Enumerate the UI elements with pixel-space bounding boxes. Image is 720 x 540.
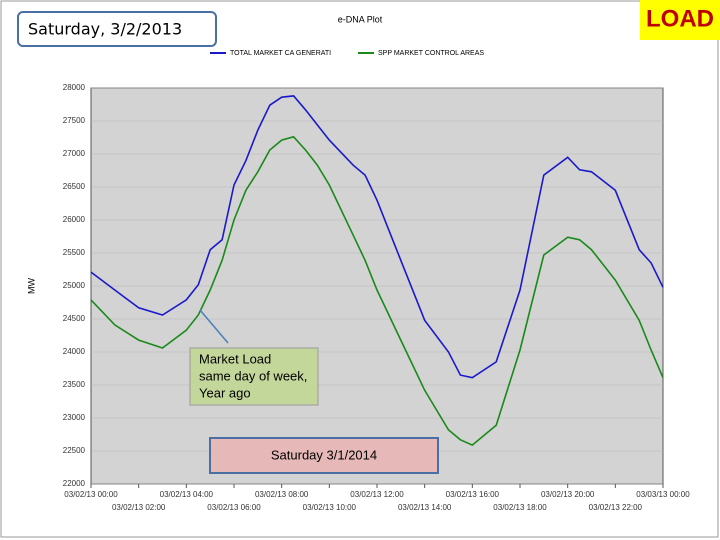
x-tick-label: 03/02/13 10:00: [303, 503, 357, 512]
x-tick-label: 03/02/13 20:00: [541, 490, 595, 499]
badge-box: [640, 0, 720, 40]
compare-label: Saturday 3/1/2014: [271, 447, 377, 462]
x-tick-label: 03/02/13 12:00: [350, 490, 404, 499]
x-tick-label: 03/02/13 22:00: [589, 503, 643, 512]
y-tick-label: 26000: [63, 215, 86, 224]
y-tick-label: 23500: [63, 380, 86, 389]
series-line: [90, 95, 664, 379]
legend-label: TOTAL MARKET CA GENERATI: [230, 50, 331, 57]
badge: LOAD: [646, 5, 714, 32]
date-label: Saturday, 3/2/2013: [28, 20, 182, 39]
x-tick-label: 03/02/13 02:00: [112, 503, 166, 512]
y-tick-label: 22000: [63, 479, 86, 488]
compare-box: [209, 437, 439, 474]
y-tick-label: 25500: [63, 248, 86, 257]
series-line: [90, 135, 664, 447]
y-tick-label: 27500: [63, 116, 86, 125]
y-tick-label: 23000: [63, 413, 86, 422]
y-tick-label: 24000: [63, 347, 86, 356]
x-tick-label: 03/02/13 08:00: [255, 490, 309, 499]
y-tick-label: 28000: [63, 83, 86, 92]
x-tick-label: 03/02/13 16:00: [446, 490, 500, 499]
grid: [90, 87, 664, 488]
x-tick-label: 03/02/13 00:00: [64, 490, 118, 499]
callout-arrow: [199, 309, 229, 344]
y-axis-label: MW: [26, 278, 36, 294]
annotation-line: Year ago: [199, 385, 251, 400]
x-tick-label: 03/02/13 14:00: [398, 503, 452, 512]
annotation-line: same day of week,: [199, 368, 307, 383]
x-tick-label: 03/02/13 18:00: [493, 503, 547, 512]
lines: [90, 95, 664, 447]
x-tick-label: 03/02/13 04:00: [160, 490, 214, 499]
annotation-box: [189, 347, 319, 406]
legend-label: SPP MARKET CONTROL AREAS: [378, 50, 484, 57]
annotation-line: Market Load: [199, 351, 271, 366]
y-tick-label: 24500: [63, 314, 86, 323]
date-box: [17, 11, 217, 47]
chart-title: e-DNA Plot: [338, 14, 383, 24]
y-tick-label: 25000: [63, 281, 86, 290]
y-tick-label: 22500: [63, 446, 86, 455]
x-tick-label: 03/03/13 00:00: [636, 490, 690, 499]
y-tick-label: 27000: [63, 149, 86, 158]
x-tick-label: 03/02/13 06:00: [207, 503, 261, 512]
y-tick-label: 26500: [63, 182, 86, 191]
